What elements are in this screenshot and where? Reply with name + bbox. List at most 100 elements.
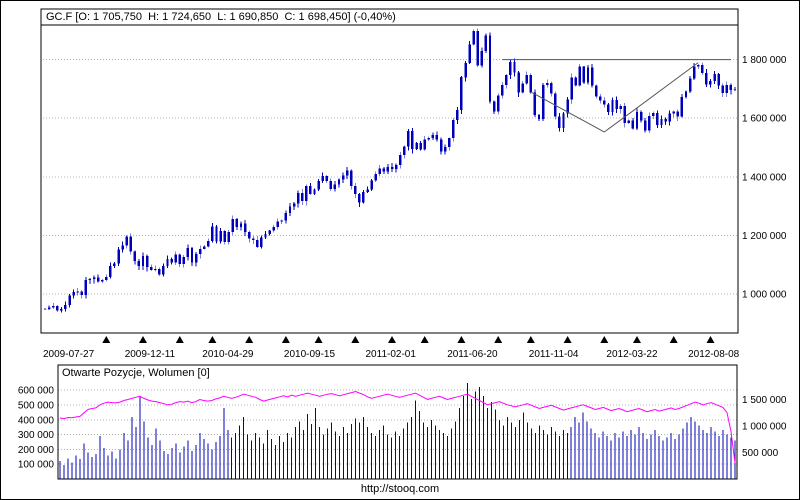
candle-body	[329, 180, 333, 189]
stooq-url-link[interactable]: http://stooq.com	[360, 483, 440, 495]
candle-body	[427, 137, 431, 140]
ohlc-header: GC.F [O: 1 705,750 H: 1 724,650 L: 1 690…	[46, 11, 396, 23]
rollover-marker-icon	[351, 336, 360, 343]
candle-body	[47, 307, 51, 309]
candle-body	[362, 192, 365, 203]
candle-body	[582, 66, 586, 83]
candle-body	[456, 110, 459, 120]
candle-body	[366, 189, 369, 193]
candle-body	[60, 309, 63, 311]
rollover-marker-icon	[420, 336, 429, 343]
main-chart-frame	[40, 8, 739, 334]
rollover-marker-icon	[208, 336, 217, 343]
candle-body	[141, 255, 145, 267]
candle-body	[345, 170, 349, 176]
trendline	[604, 62, 699, 133]
candle-body	[468, 44, 471, 64]
rollover-marker-icon	[388, 336, 396, 343]
candle-body	[88, 279, 92, 280]
candle-body	[562, 113, 565, 129]
rollover-marker-icon	[175, 336, 184, 343]
candle-body	[390, 166, 394, 170]
candle-body	[619, 105, 622, 110]
candle-body	[43, 308, 47, 310]
rollover-marker-icon	[600, 336, 609, 343]
candle-body	[68, 295, 71, 306]
rollover-marker-icon	[457, 336, 466, 343]
candle-body	[268, 230, 271, 234]
rollover-marker-icon	[526, 336, 535, 343]
candle-body	[231, 218, 235, 232]
candle-body	[382, 168, 386, 172]
candle-body	[235, 218, 239, 227]
candle-body	[701, 65, 704, 73]
candle-body	[443, 147, 447, 152]
candle-body	[676, 111, 680, 117]
candle-body	[672, 111, 675, 114]
rollover-marker-icon	[563, 336, 572, 343]
candle-body	[431, 135, 435, 138]
candle-body	[439, 139, 443, 152]
candle-body	[109, 265, 112, 277]
candle-body	[260, 237, 263, 248]
candle-body	[174, 254, 177, 263]
candle-body	[186, 247, 190, 258]
candle-body	[194, 254, 198, 263]
candle-body	[162, 266, 165, 275]
candle-body	[113, 263, 116, 266]
rollover-marker-icon	[139, 336, 147, 343]
candle-body	[472, 30, 475, 45]
candle-body	[219, 230, 222, 242]
candle-body	[280, 220, 284, 222]
candle-body	[615, 100, 618, 110]
candle-body	[505, 75, 508, 86]
main-ytick-label: 1 600 000	[742, 114, 787, 125]
candle-body	[166, 259, 169, 267]
candle-body	[488, 35, 492, 102]
volume-ytick-right-label: 500 000	[742, 448, 779, 459]
candle-body	[537, 115, 541, 119]
candle-body	[333, 184, 337, 189]
candle-body	[325, 175, 328, 181]
main-ytick-label: 1 200 000	[742, 231, 787, 242]
candle-body	[211, 226, 214, 242]
candle-body	[501, 85, 504, 96]
open-interest-line	[59, 390, 736, 464]
candle-body	[56, 306, 59, 311]
candle-body	[733, 89, 737, 91]
rollover-marker-icon	[281, 336, 290, 343]
volume-chart-frame	[57, 364, 738, 480]
candle-body	[96, 277, 100, 282]
candle-body	[721, 85, 724, 94]
candle-body	[713, 74, 716, 81]
candle-body	[631, 120, 635, 129]
main-xtick-label: 2011-11-04	[529, 349, 579, 360]
candle-body	[590, 67, 594, 86]
candle-body	[243, 223, 247, 233]
rollover-marker-icon	[102, 336, 111, 343]
candle-body	[349, 170, 353, 186]
candle-body	[341, 175, 345, 180]
candle-body	[513, 62, 516, 73]
candle-body	[296, 192, 300, 204]
main-ytick-label: 1 800 000	[742, 55, 787, 66]
candle-body	[129, 236, 132, 252]
candle-body	[545, 82, 549, 85]
candle-body	[178, 254, 181, 265]
candle-body	[223, 230, 226, 243]
candle-body	[652, 112, 655, 117]
candle-body	[648, 116, 651, 131]
candle-body	[190, 247, 194, 263]
candle-body	[452, 120, 455, 139]
candle-body	[509, 62, 512, 76]
candle-body	[51, 306, 55, 308]
candle-body	[407, 131, 410, 147]
candle-body	[264, 233, 267, 238]
main-ytick-label: 1 000 000	[742, 289, 787, 300]
candle-body	[76, 291, 79, 293]
candle-body	[607, 104, 610, 112]
candle-body	[660, 119, 663, 125]
candle-body	[215, 226, 218, 242]
